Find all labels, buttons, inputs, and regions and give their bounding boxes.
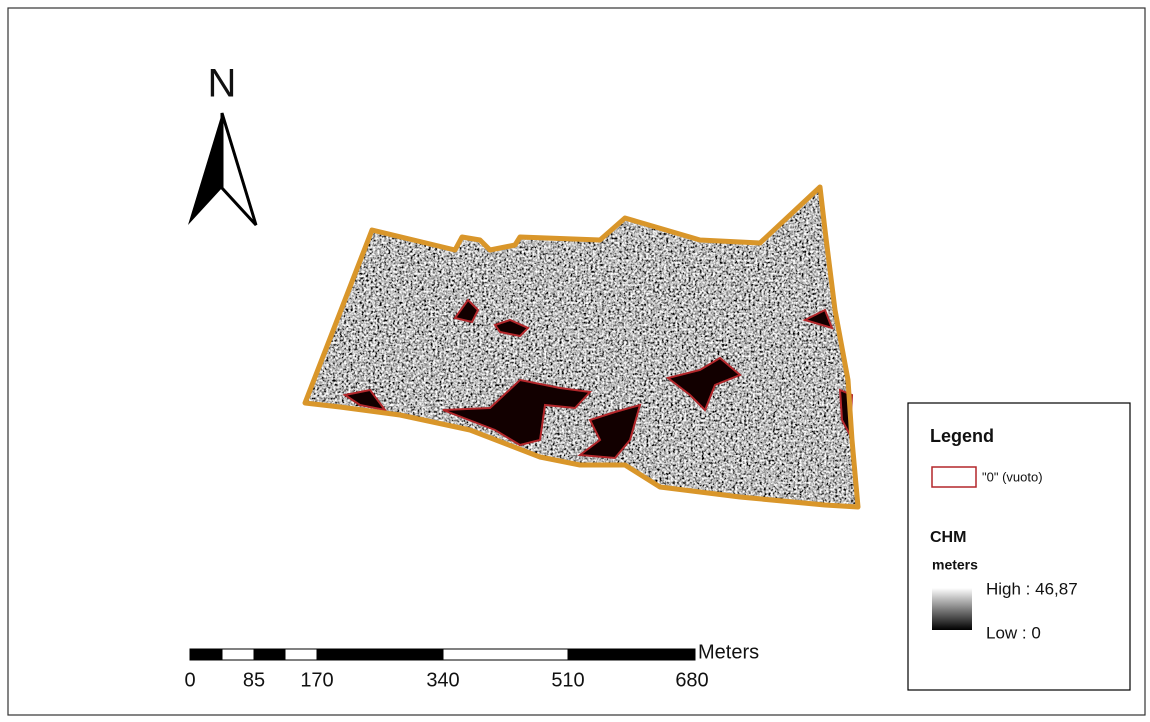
raster-high: High : 46,87 xyxy=(986,579,1078,598)
north-label: N xyxy=(208,62,237,106)
raster-low: Low : 0 xyxy=(986,623,1041,642)
map-layout: N Meters 0 85 170 340 510 680 Lege xyxy=(0,0,1150,722)
legend-swatch xyxy=(932,467,976,487)
scale-bar xyxy=(190,649,695,660)
raster-ramp xyxy=(932,588,972,630)
scale-label: 510 xyxy=(551,669,584,691)
scale-label: 0 xyxy=(184,669,195,691)
scale-label: 85 xyxy=(243,669,265,691)
legend-title: Legend xyxy=(930,426,994,446)
raster-unit: meters xyxy=(932,557,978,573)
scale-label: 680 xyxy=(675,669,708,691)
scale-label: 170 xyxy=(300,669,333,691)
scale-unit: Meters xyxy=(698,641,759,663)
scale-label: 340 xyxy=(426,669,459,691)
raster-title: CHM xyxy=(930,529,966,546)
legend-item: "0" (vuoto) xyxy=(982,469,1043,484)
legend-box xyxy=(908,403,1130,690)
